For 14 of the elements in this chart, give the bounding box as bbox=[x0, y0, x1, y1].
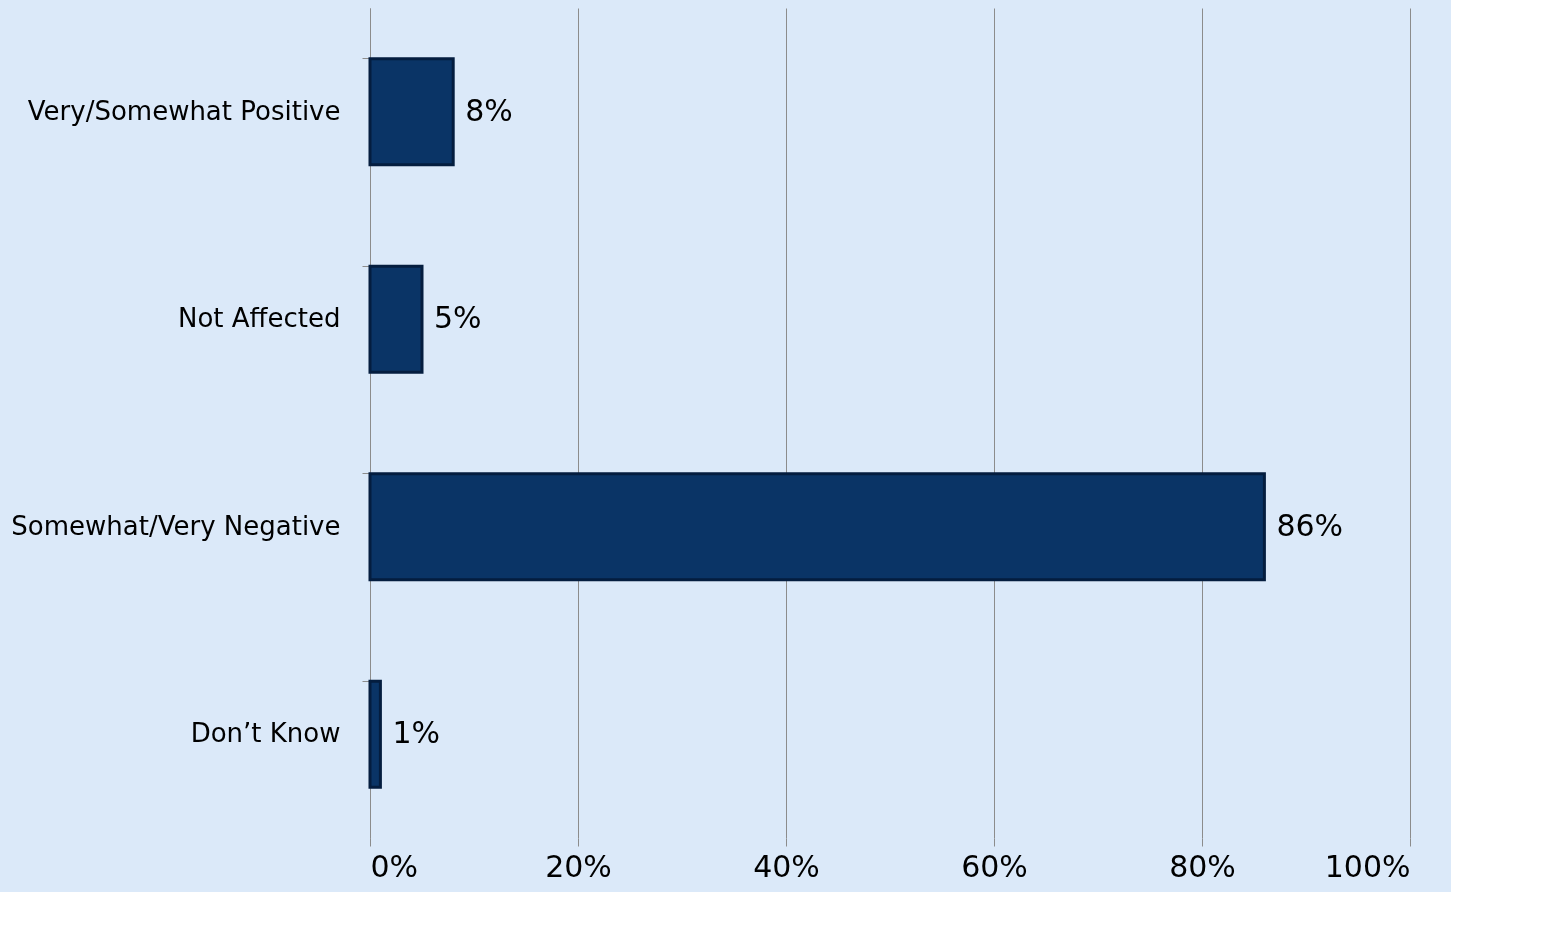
y-tick-label: Don’t Know bbox=[190, 718, 341, 749]
y-tick-label: Not Affected bbox=[178, 303, 341, 334]
x-tick-label: 100% bbox=[1324, 848, 1411, 884]
x-tick-label: 60% bbox=[961, 848, 1028, 884]
x-tick-label: 0% bbox=[370, 848, 419, 884]
y-tick-label: Somewhat/Very Negative bbox=[11, 510, 341, 541]
x-tick-label: 40% bbox=[753, 848, 820, 884]
data-label: 86% bbox=[1276, 507, 1344, 543]
data-label: 1% bbox=[392, 715, 440, 751]
data-label: 8% bbox=[465, 92, 513, 128]
data-label: 5% bbox=[434, 300, 482, 336]
x-tick-label: 20% bbox=[545, 848, 612, 884]
y-tick-label: Very/Somewhat Positive bbox=[27, 95, 341, 126]
x-tick-label: 80% bbox=[1169, 848, 1236, 884]
